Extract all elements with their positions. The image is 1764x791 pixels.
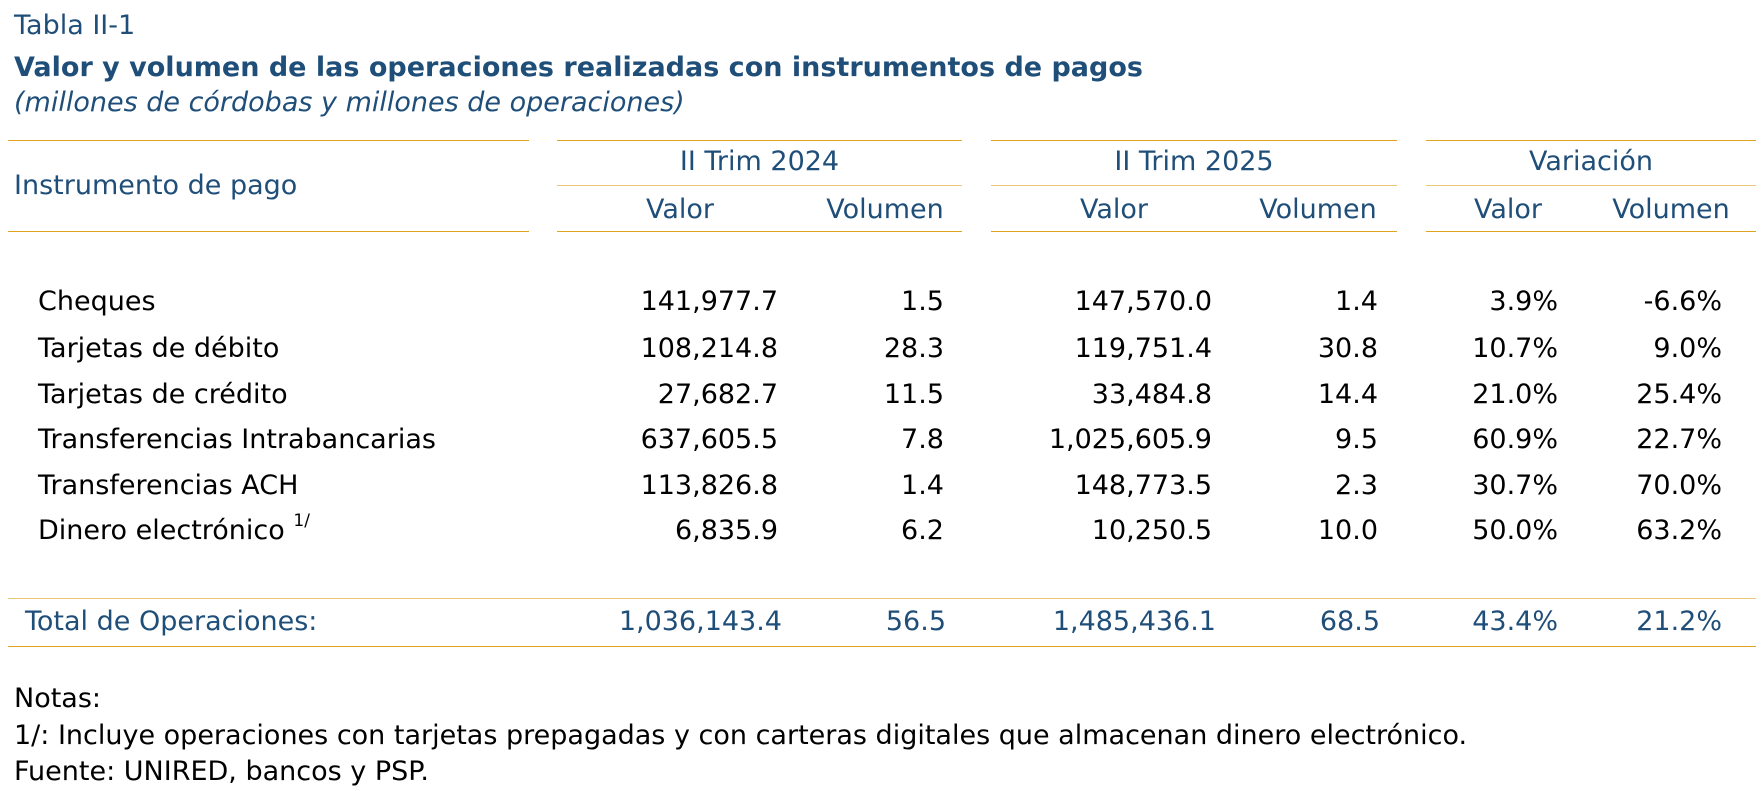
footnote-1: 1/: Incluye operaciones con tarjetas pre…	[14, 720, 1468, 751]
cell-variacion-valor: 50.0%	[1472, 515, 1558, 546]
total-top-rule	[8, 598, 1756, 599]
header-valor-2025: Valor	[1079, 194, 1149, 225]
header-volumen-2024: Volumen	[826, 194, 944, 225]
header-group-variacion: Variación	[1528, 146, 1654, 177]
row-name: Cheques	[38, 286, 156, 317]
cell-valor-2025: 1,025,605.9	[1048, 424, 1212, 455]
cell-valor-2024: 6,835.9	[674, 515, 778, 546]
cell-volumen-2024: 7.8	[901, 424, 944, 455]
cell-valor-2024: 637,605.5	[640, 424, 778, 455]
row-name: Transferencias ACH	[38, 470, 299, 501]
cell-valor-2024: 113,826.8	[640, 470, 778, 501]
cell-variacion-volumen: -6.6%	[1643, 286, 1722, 317]
cell-valor-2024: 108,214.8	[640, 333, 778, 364]
total-variacion-volumen: 21.2%	[1636, 606, 1722, 637]
header-top-rule-2024	[557, 140, 962, 141]
cell-volumen-2024: 1.4	[901, 470, 944, 501]
cell-valor-2025: 148,773.5	[1074, 470, 1212, 501]
cell-variacion-volumen: 25.4%	[1636, 379, 1722, 410]
row-name: Dinero electrónico 1/	[38, 511, 310, 546]
cell-volumen-2024: 28.3	[883, 333, 944, 364]
cell-valor-2025: 119,751.4	[1074, 333, 1212, 364]
notes-heading: Notas:	[14, 683, 102, 714]
header-mid-rule-2025	[991, 185, 1397, 186]
cell-volumen-2024: 6.2	[901, 515, 944, 546]
total-volumen-2024: 56.5	[885, 606, 946, 637]
cell-volumen-2025: 9.5	[1335, 424, 1378, 455]
cell-valor-2025: 33,484.8	[1091, 379, 1212, 410]
header-bottom-rule-instrument	[8, 231, 529, 232]
footnote-marker: 1/	[293, 511, 310, 531]
cell-volumen-2024: 1.5	[901, 286, 944, 317]
cell-variacion-valor: 60.9%	[1472, 424, 1558, 455]
source-note: Fuente: UNIRED, bancos y PSP.	[14, 756, 429, 787]
total-valor-2024: 1,036,143.4	[618, 606, 782, 637]
cell-variacion-valor: 21.0%	[1472, 379, 1558, 410]
table-subtitle: (millones de córdobas y millones de oper…	[14, 87, 685, 118]
row-name: Tarjetas de débito	[38, 333, 280, 364]
cell-volumen-2025: 2.3	[1335, 470, 1378, 501]
cell-variacion-valor: 30.7%	[1472, 470, 1558, 501]
cell-volumen-2025: 30.8	[1317, 333, 1378, 364]
header-group-2024: II Trim 2024	[679, 146, 840, 177]
cell-volumen-2025: 1.4	[1335, 286, 1378, 317]
total-label: Total de Operaciones:	[25, 606, 318, 637]
header-bottom-rule-variacion	[1426, 231, 1756, 232]
header-volumen-2025: Volumen	[1259, 194, 1377, 225]
row-name-text: Dinero electrónico	[38, 515, 285, 546]
header-valor-2024: Valor	[645, 194, 715, 225]
cell-volumen-2024: 11.5	[883, 379, 944, 410]
row-name: Tarjetas de crédito	[38, 379, 288, 410]
header-group-2025: II Trim 2025	[1114, 146, 1274, 177]
header-instrument: Instrumento de pago	[14, 170, 298, 201]
header-mid-rule-variacion	[1426, 185, 1756, 186]
table-label: Tabla II-1	[14, 10, 136, 41]
total-variacion-valor: 43.4%	[1472, 606, 1558, 637]
total-volumen-2025: 68.5	[1319, 606, 1380, 637]
header-bottom-rule-2024	[557, 231, 962, 232]
cell-valor-2025: 147,570.0	[1074, 286, 1212, 317]
header-valor-variacion: Valor	[1473, 194, 1543, 225]
header-top-rule-instrument	[8, 140, 529, 141]
cell-variacion-volumen: 9.0%	[1653, 333, 1722, 364]
cell-valor-2025: 10,250.5	[1091, 515, 1212, 546]
header-bottom-rule-2025	[991, 231, 1397, 232]
row-name: Transferencias Intrabancarias	[38, 424, 436, 455]
cell-variacion-valor: 10.7%	[1472, 333, 1558, 364]
header-top-rule-variacion	[1426, 140, 1756, 141]
table-title: Valor y volumen de las operaciones reali…	[14, 52, 1143, 83]
cell-valor-2024: 141,977.7	[640, 286, 778, 317]
cell-volumen-2025: 10.0	[1317, 515, 1378, 546]
cell-volumen-2025: 14.4	[1317, 379, 1378, 410]
cell-variacion-valor: 3.9%	[1489, 286, 1558, 317]
cell-variacion-volumen: 63.2%	[1636, 515, 1722, 546]
header-mid-rule-2024	[557, 185, 962, 186]
total-valor-2025: 1,485,436.1	[1052, 606, 1216, 637]
cell-variacion-volumen: 70.0%	[1636, 470, 1722, 501]
cell-variacion-volumen: 22.7%	[1636, 424, 1722, 455]
cell-valor-2024: 27,682.7	[657, 379, 778, 410]
header-volumen-variacion: Volumen	[1612, 194, 1730, 225]
header-top-rule-2025	[991, 140, 1397, 141]
total-bottom-rule	[8, 646, 1756, 647]
